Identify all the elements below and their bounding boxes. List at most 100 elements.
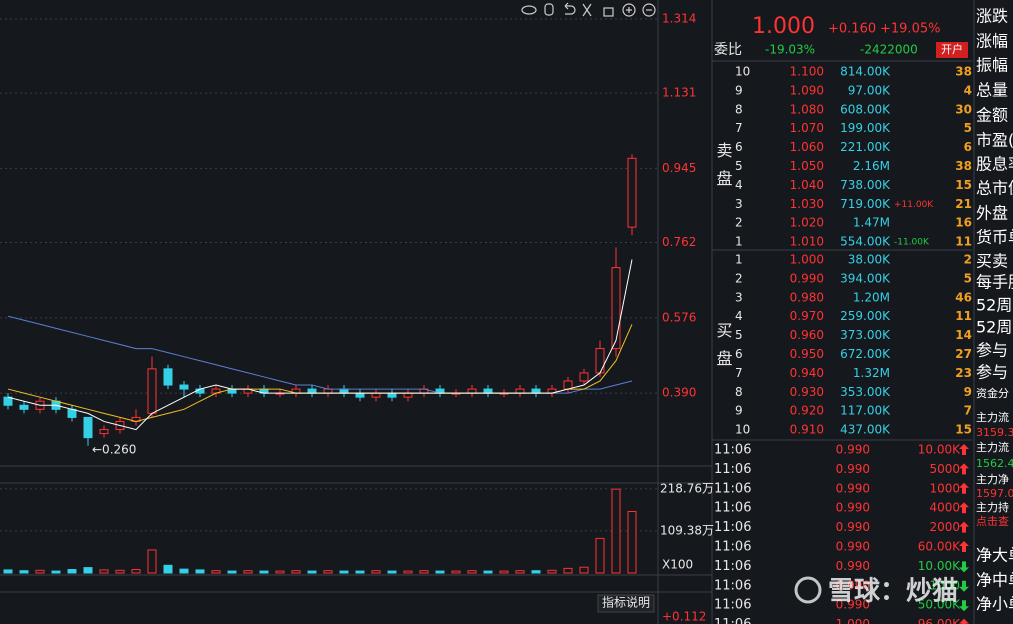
trade-volume: 2000 — [929, 520, 960, 534]
book-volume: 608.00K — [840, 102, 891, 116]
book-price: 1.070 — [790, 121, 824, 135]
eye-icon[interactable] — [521, 5, 537, 15]
side-label: 3159.3 — [976, 426, 1013, 439]
lock-icon[interactable] — [603, 7, 614, 17]
cut-icon[interactable] — [582, 3, 592, 17]
volume-bar — [163, 564, 173, 574]
trade-price: 0.990 — [836, 462, 870, 476]
book-change: -11.00K — [894, 238, 930, 248]
book-price: 0.940 — [790, 366, 824, 380]
book-level: 3 — [735, 290, 743, 304]
volume-bar — [355, 570, 365, 574]
book-price: 0.990 — [790, 271, 824, 285]
book-count: 9 — [964, 385, 972, 399]
volume-bar — [115, 569, 125, 574]
book-count: 15 — [955, 178, 972, 192]
volume-bar — [275, 570, 285, 574]
side-label: 市盈( — [976, 131, 1013, 150]
volume-bar — [51, 570, 61, 574]
trade-price: 0.990 — [836, 501, 870, 515]
side-label: 外盘 — [976, 204, 1008, 223]
volume-bar — [515, 570, 525, 574]
volume-bar — [579, 566, 589, 574]
volume-bar — [387, 570, 397, 574]
candle-body — [99, 429, 109, 435]
book-price: 0.980 — [790, 290, 824, 304]
volume-bar — [19, 570, 29, 574]
ratio-diff: -2422000 — [860, 43, 918, 57]
zoom-in-icon[interactable] — [622, 3, 636, 17]
candle-body — [179, 384, 189, 390]
side-label: 参与 — [976, 341, 1008, 360]
side-label: 涨跌 — [976, 7, 1008, 26]
trade-volume: 1000 — [929, 481, 960, 495]
book-price: 1.040 — [790, 178, 824, 192]
volume-bar — [403, 570, 413, 574]
book-price: 0.910 — [790, 423, 824, 437]
hand-icon[interactable] — [544, 3, 554, 16]
book-count: 11 — [955, 235, 972, 249]
volume-bar — [547, 569, 557, 574]
book-price: 0.920 — [790, 404, 824, 418]
trade-arrow — [959, 521, 969, 533]
trade-time: 11:06 — [714, 598, 751, 613]
moving-average-line — [7, 259, 633, 431]
book-volume: 672.00K — [840, 347, 891, 361]
y-tick-label: 1.131 — [662, 86, 696, 100]
indicator-button[interactable] — [597, 594, 655, 613]
trade-time: 11:06 — [714, 578, 751, 593]
open-account-label[interactable]: 开户 — [941, 42, 963, 56]
side-label: 总量 — [976, 81, 1008, 100]
open-account-button[interactable] — [936, 42, 968, 58]
side-label: 净小单 — [976, 595, 1013, 614]
book-level: 4 — [735, 178, 743, 192]
volume-tick-label: 109.38万 — [660, 523, 714, 537]
book-count: 30 — [955, 102, 972, 116]
book-level: 5 — [735, 328, 743, 342]
side-label: 1562.4 — [976, 457, 1013, 470]
volume-bar — [131, 569, 141, 574]
volume-bar — [243, 570, 253, 574]
candle-body — [483, 388, 493, 394]
ratio-label: 委比 — [714, 42, 742, 58]
trade-time: 11:06 — [714, 462, 751, 477]
book-count: 15 — [955, 423, 972, 437]
book-price: 1.030 — [790, 197, 824, 211]
volume-bar — [531, 570, 541, 574]
book-level: 8 — [735, 385, 743, 399]
book-count: 11 — [955, 309, 972, 323]
book-price: 1.060 — [790, 140, 824, 154]
book-level: 3 — [735, 197, 743, 211]
watermark: 雪球：炒猫 — [828, 577, 958, 607]
trade-time: 11:06 — [714, 540, 751, 555]
trade-price: 0.990 — [836, 578, 870, 592]
trade-price: 1.000 — [836, 617, 870, 624]
book-level: 7 — [735, 121, 743, 135]
undo-icon[interactable] — [564, 2, 576, 15]
book-level: 5 — [735, 159, 743, 173]
volume-bar — [611, 488, 621, 574]
trade-volume: 60.00K — [918, 540, 961, 554]
zoom-out-icon[interactable] — [642, 3, 656, 17]
candle-body — [147, 368, 157, 414]
side-label: 净大单 — [976, 546, 1013, 565]
trade-price: 0.990 — [836, 443, 870, 457]
watermark-logo — [794, 576, 822, 604]
book-level: 10 — [735, 423, 750, 437]
book-volume: 814.00K — [840, 65, 891, 79]
price-change-pct: +19.05% — [880, 22, 940, 37]
candle-body — [515, 388, 525, 394]
volume-bar — [467, 570, 477, 574]
candle-body — [163, 368, 173, 386]
volume-bar — [419, 570, 429, 574]
book-volume: 199.00K — [840, 121, 891, 135]
volume-bar — [259, 570, 269, 574]
book-volume: 1.32M — [853, 366, 890, 380]
book-count: 7 — [964, 404, 972, 418]
buy-label: 买盘 — [714, 322, 733, 378]
y-tick-label: 1.314 — [662, 12, 696, 26]
volume-bar — [451, 570, 461, 574]
indicator-button-label[interactable]: 指标说明 — [602, 595, 650, 610]
book-level: 7 — [735, 366, 743, 380]
